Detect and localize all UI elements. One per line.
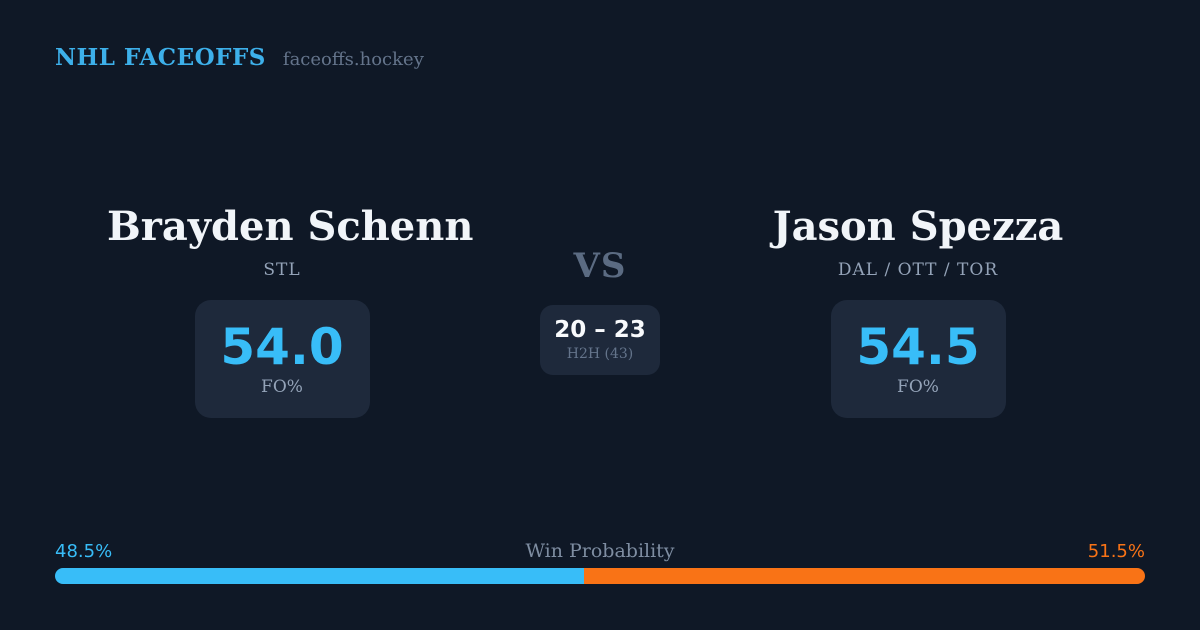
right-win-probability: 51.5% <box>1087 541 1145 562</box>
brand-title: NHL FACEOFFS <box>55 44 266 71</box>
site-url: faceoffs.hockey <box>282 49 424 70</box>
left-player-name: Brayden Schenn <box>107 203 474 250</box>
right-player-teams: DAL / OTT / TOR <box>837 260 999 280</box>
h2h-label: H2H (43) <box>566 345 634 362</box>
left-player-panel: Brayden Schenn STL 54.0 FO% <box>107 203 474 418</box>
left-player-teams: STL <box>263 260 301 280</box>
h2h-box: 20 – 23 H2H (43) <box>540 304 660 375</box>
matchup-panel: VS 20 – 23 H2H (43) <box>500 246 700 375</box>
left-stat-box: 54.0 FO% <box>194 300 370 418</box>
win-probability-title: Win Probability <box>525 540 675 562</box>
left-win-probability: 48.5% <box>55 541 113 562</box>
win-probability-right-segment <box>583 568 1145 584</box>
vs-label: VS <box>573 246 627 286</box>
header: NHL FACEOFFS faceoffs.hockey <box>55 44 424 71</box>
right-player-name: Jason Spezza <box>772 203 1064 250</box>
left-fo-value: 54.0 <box>220 317 344 376</box>
right-player-panel: Jason Spezza DAL / OTT / TOR 54.5 FO% <box>743 203 1093 418</box>
right-fo-label: FO% <box>897 377 939 398</box>
right-stat-box: 54.5 FO% <box>830 300 1006 418</box>
win-probability-labels: 48.5% Win Probability 51.5% <box>55 540 1145 562</box>
right-fo-value: 54.5 <box>856 317 980 376</box>
win-probability-left-segment <box>55 568 584 584</box>
left-fo-label: FO% <box>261 377 303 398</box>
h2h-score: 20 – 23 <box>554 316 646 343</box>
win-probability-bar <box>55 568 1145 584</box>
